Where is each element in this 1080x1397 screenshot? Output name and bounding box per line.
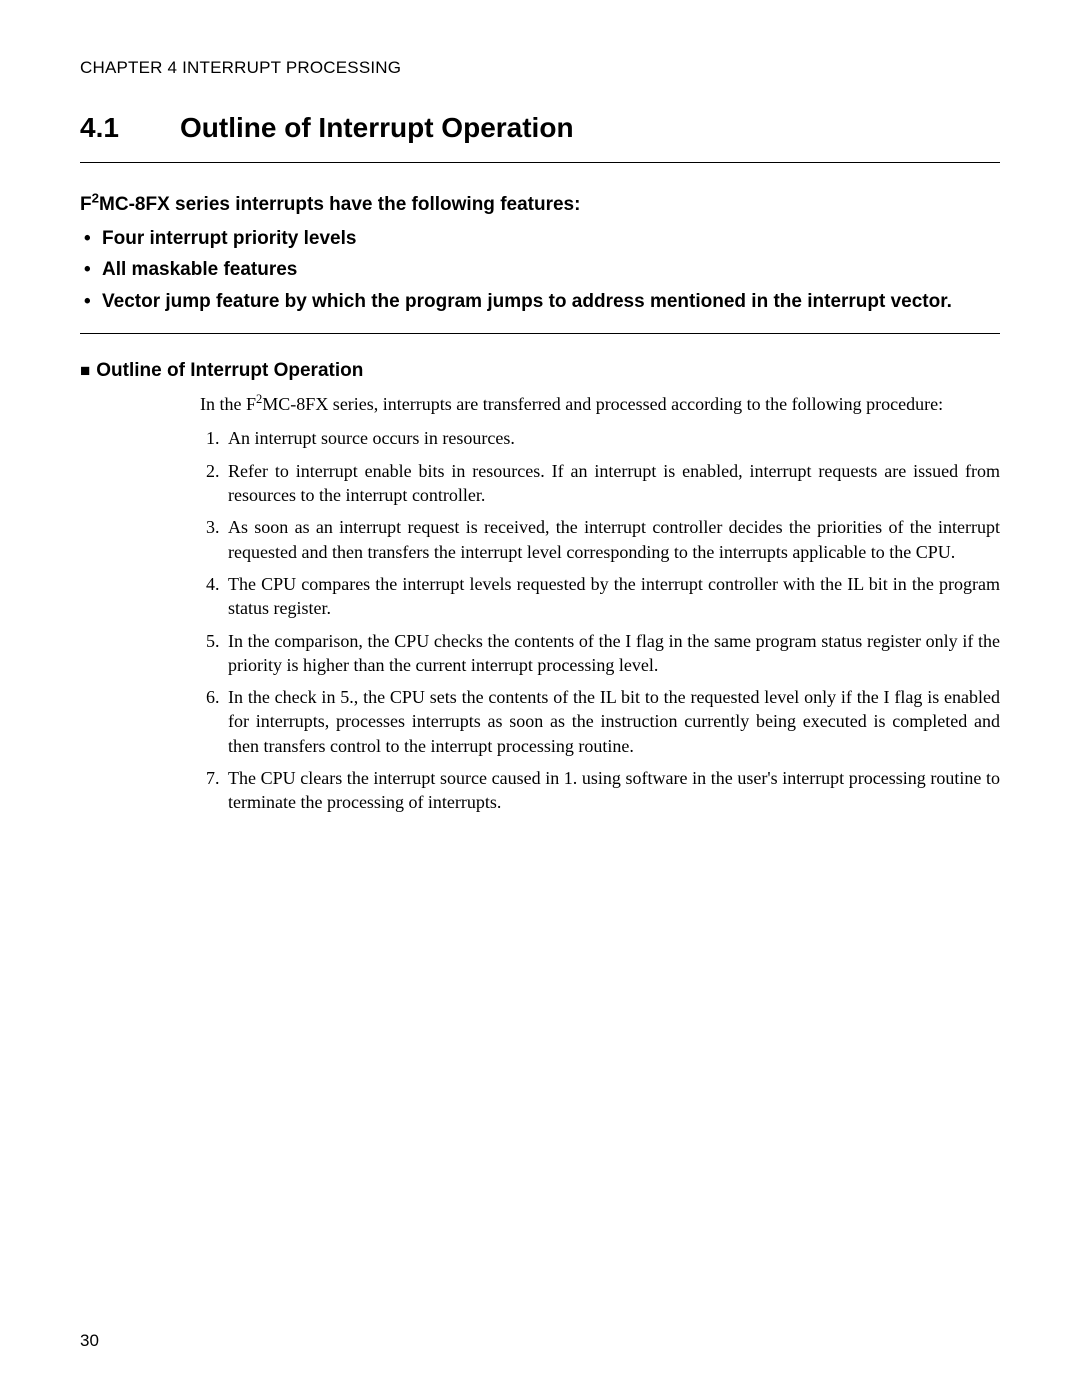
step-item: The CPU compares the interrupt levels re… — [224, 572, 1000, 621]
page-number: 30 — [80, 1331, 99, 1351]
step-item: An interrupt source occurs in resources. — [224, 426, 1000, 450]
intro-bullet: Vector jump feature by which the program… — [80, 288, 1000, 316]
rule-top — [80, 162, 1000, 163]
section-title: 4.1Outline of Interrupt Operation — [80, 112, 1000, 144]
step-item: As soon as an interrupt request is recei… — [224, 515, 1000, 564]
step-item: In the comparison, the CPU checks the co… — [224, 629, 1000, 678]
body-para-rest: MC-8FX series, interrupts are transferre… — [262, 394, 943, 414]
intro-lead-rest: MC-8FX series interrupts have the follow… — [99, 194, 580, 215]
rule-bottom — [80, 333, 1000, 334]
section-number: 4.1 — [80, 112, 180, 144]
intro-bullet: All maskable features — [80, 256, 1000, 284]
body-paragraph: In the F2MC-8FX series, interrupts are t… — [200, 392, 1000, 416]
intro-lead-super: 2 — [92, 191, 99, 206]
intro-bullet: Four interrupt priority levels — [80, 225, 1000, 253]
step-item: The CPU clears the interrupt source caus… — [224, 766, 1000, 815]
subheading-text: Outline of Interrupt Operation — [96, 360, 363, 381]
steps-list: An interrupt source occurs in resources.… — [200, 426, 1000, 814]
intro-block: F2MC-8FX series interrupts have the foll… — [80, 191, 1000, 315]
square-bullet-icon: ■ — [80, 361, 90, 380]
subheading: ■ Outline of Interrupt Operation — [80, 360, 1000, 382]
page: CHAPTER 4 INTERRUPT PROCESSING 4.1Outlin… — [0, 0, 1080, 1397]
step-item: Refer to interrupt enable bits in resour… — [224, 459, 1000, 508]
intro-lead: F2MC-8FX series interrupts have the foll… — [80, 191, 1000, 219]
step-item: In the check in 5., the CPU sets the con… — [224, 685, 1000, 758]
body-para-prefix: In the F — [200, 394, 256, 414]
intro-lead-prefix: F — [80, 194, 92, 215]
chapter-header: CHAPTER 4 INTERRUPT PROCESSING — [80, 58, 1000, 78]
intro-bullets: Four interrupt priority levels All maska… — [80, 225, 1000, 316]
section-title-text: Outline of Interrupt Operation — [180, 112, 574, 143]
